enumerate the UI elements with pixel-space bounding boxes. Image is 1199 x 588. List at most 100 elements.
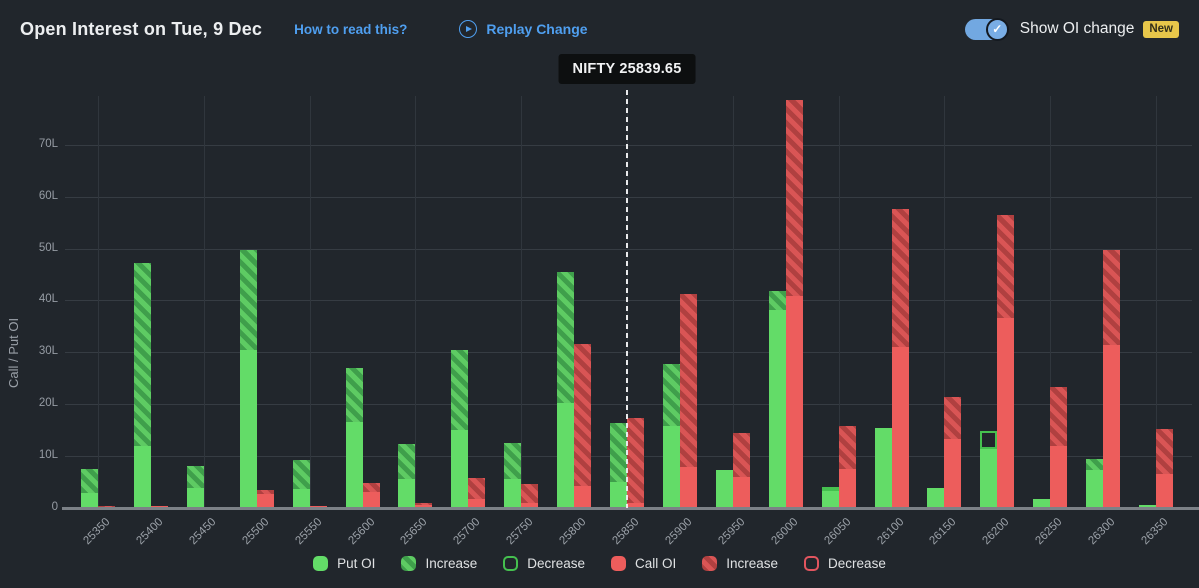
call-oi-bar-26000[interactable] bbox=[785, 99, 803, 508]
legend-label: Call OI bbox=[635, 556, 677, 571]
call-oi-change-segment bbox=[468, 477, 486, 500]
put-oi-bar-26150[interactable] bbox=[927, 488, 945, 508]
call-oi-bar-25800[interactable] bbox=[574, 343, 592, 508]
call-oi-bar-25650[interactable] bbox=[415, 503, 433, 508]
call-oi-bar-26250[interactable] bbox=[1050, 387, 1068, 508]
put-oi-bar-25950[interactable] bbox=[715, 469, 733, 508]
put-oi-bar-26350[interactable] bbox=[1139, 504, 1156, 508]
legend-item-call-oi[interactable]: Call OI bbox=[611, 556, 676, 571]
put-oi-bar-25500[interactable] bbox=[239, 250, 257, 508]
call-oi-change-segment bbox=[627, 418, 644, 504]
put-oi-solid-segment bbox=[1086, 469, 1104, 508]
put-oi-bar-26050[interactable] bbox=[821, 486, 839, 508]
put-oi-bar-26300[interactable] bbox=[1086, 459, 1104, 508]
call-oi-solid-segment bbox=[627, 503, 644, 508]
put-oi-bar-25650[interactable] bbox=[398, 443, 416, 508]
call-oi-solid-segment bbox=[838, 468, 856, 508]
call-oi-solid-segment bbox=[1156, 474, 1173, 508]
call-oi-bar-25700[interactable] bbox=[468, 477, 486, 508]
put-oi-bar-25600[interactable] bbox=[345, 368, 363, 508]
y-tick-label: 30L bbox=[38, 345, 58, 358]
call-oi-bar-26300[interactable] bbox=[1103, 249, 1121, 508]
put-oi-bar-25900[interactable] bbox=[662, 363, 680, 508]
put-oi-bar-26000[interactable] bbox=[768, 291, 786, 508]
y-tick-label: 40L bbox=[38, 293, 58, 306]
gridline-horizontal bbox=[65, 196, 1192, 198]
call-oi-solid-segment bbox=[997, 318, 1015, 508]
call-oi-solid-segment bbox=[468, 499, 486, 508]
x-tick-label: 25700 bbox=[451, 516, 483, 548]
put-oi-bar-25450[interactable] bbox=[186, 465, 204, 508]
show-oi-change-toggle[interactable]: ✓ bbox=[964, 17, 1009, 41]
put-oi-solid-segment bbox=[874, 428, 892, 508]
gridline-vertical bbox=[1156, 96, 1157, 508]
put-oi-solid-segment bbox=[398, 479, 416, 508]
put-oi-bar-25750[interactable] bbox=[504, 443, 522, 508]
put-oi-change-segment bbox=[451, 349, 469, 431]
legend-item-put-oi[interactable]: Put OI bbox=[313, 556, 375, 571]
call-oi-solid-segment bbox=[944, 439, 962, 508]
legend-item-increase[interactable]: Increase bbox=[401, 556, 477, 571]
put-oi-bar-25700[interactable] bbox=[451, 349, 469, 508]
call-oi-solid-segment bbox=[785, 296, 803, 508]
call-oi-bar-26100[interactable] bbox=[891, 209, 909, 508]
call-oi-change-segment bbox=[150, 505, 168, 507]
gridline-horizontal bbox=[65, 144, 1192, 146]
call-oi-bar-25900[interactable] bbox=[679, 294, 697, 508]
call-oi-bar-26200[interactable] bbox=[997, 214, 1015, 508]
put-oi-change-segment bbox=[980, 430, 998, 450]
put-oi-bar-26250[interactable] bbox=[1033, 499, 1051, 508]
call-oi-bar-25600[interactable] bbox=[362, 482, 380, 508]
call-oi-bar-25850[interactable] bbox=[627, 418, 644, 508]
call-oi-change-segment bbox=[1050, 387, 1068, 447]
put-oi-solid-segment bbox=[133, 445, 151, 508]
put-oi-change-segment bbox=[81, 468, 98, 494]
call-oi-change-segment bbox=[1156, 428, 1173, 475]
put-oi-bar-25800[interactable] bbox=[557, 271, 575, 508]
call-solid-swatch-icon bbox=[611, 556, 626, 571]
call-oi-change-segment bbox=[1103, 249, 1121, 346]
how-to-read-link[interactable]: How to read this? bbox=[294, 21, 408, 37]
put-oi-bar-26100[interactable] bbox=[874, 428, 892, 508]
chart-legend: Put OI Increase Decrease Call OI Increase Dec… bbox=[0, 556, 1199, 571]
call-oi-solid-segment bbox=[1103, 345, 1121, 508]
call-hatch-swatch-icon bbox=[702, 556, 718, 571]
put-oi-change-segment bbox=[821, 486, 839, 492]
put-oi-solid-segment bbox=[1139, 504, 1156, 508]
x-tick-label: 25400 bbox=[134, 516, 166, 548]
put-oi-solid-segment bbox=[504, 479, 522, 508]
put-oi-change-segment bbox=[557, 271, 575, 403]
call-oi-bar-25750[interactable] bbox=[521, 484, 539, 508]
call-oi-bar-25500[interactable] bbox=[256, 490, 274, 508]
put-oi-solid-segment bbox=[239, 349, 257, 508]
put-oi-change-segment bbox=[133, 262, 151, 446]
x-tick-label: 26150 bbox=[927, 516, 959, 548]
call-oi-solid-segment bbox=[415, 504, 433, 508]
put-oi-bar-25400[interactable] bbox=[133, 262, 151, 508]
put-oi-bar-25350[interactable] bbox=[81, 468, 98, 508]
call-oi-change-segment bbox=[256, 490, 274, 495]
put-oi-solid-segment bbox=[980, 449, 998, 508]
legend-item-increase[interactable]: Increase bbox=[702, 556, 778, 571]
put-oi-bar-25550[interactable] bbox=[292, 459, 310, 508]
call-oi-bar-26150[interactable] bbox=[944, 396, 962, 508]
put-oi-solid-segment bbox=[186, 487, 204, 508]
x-tick-label: 25550 bbox=[292, 516, 325, 548]
legend-item-decrease[interactable]: Decrease bbox=[503, 556, 585, 571]
legend-item-decrease[interactable]: Decrease bbox=[804, 556, 886, 571]
call-oi-change-segment bbox=[732, 432, 750, 477]
put-oi-bar-26200[interactable] bbox=[980, 430, 998, 508]
replay-change-button[interactable]: Replay Change bbox=[459, 20, 588, 38]
call-oi-bar-26350[interactable] bbox=[1156, 428, 1173, 508]
put-oi-solid-segment bbox=[451, 430, 469, 508]
call-oi-bar-25950[interactable] bbox=[732, 432, 750, 508]
legend-label: Decrease bbox=[828, 556, 886, 571]
put-oi-solid-segment bbox=[821, 491, 839, 508]
call-oi-bar-26050[interactable] bbox=[838, 425, 856, 508]
legend-label: Decrease bbox=[527, 556, 585, 571]
y-tick-label: 10L bbox=[38, 449, 58, 462]
legend-label: Put OI bbox=[337, 556, 376, 571]
call-oi-change-segment bbox=[415, 503, 433, 505]
put-oi-bar-25850[interactable] bbox=[610, 423, 627, 508]
call-oi-change-segment bbox=[521, 484, 539, 504]
